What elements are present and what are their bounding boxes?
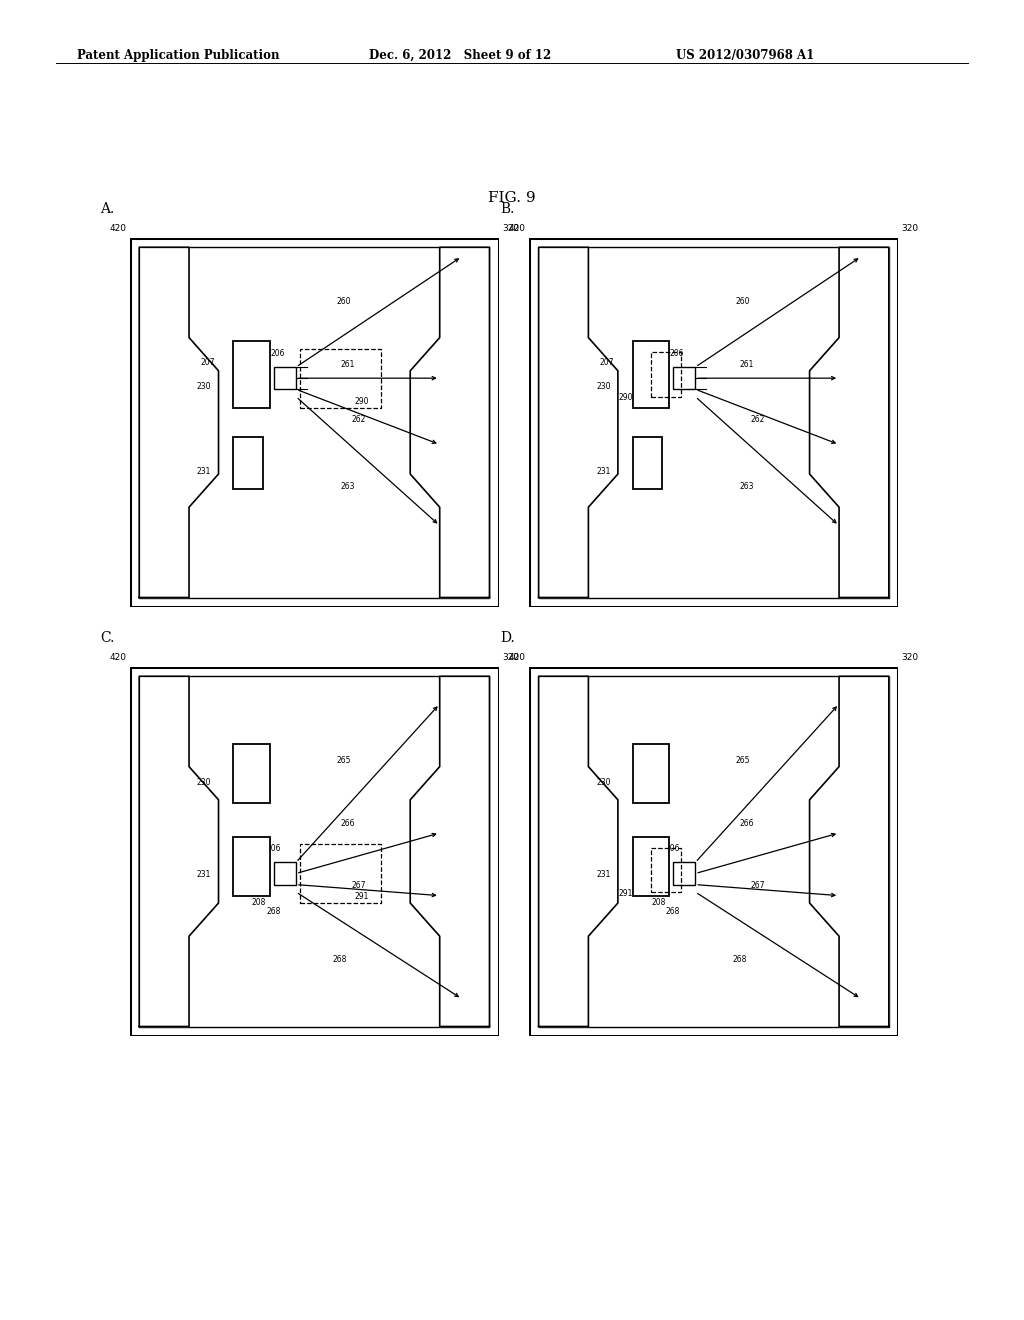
- Bar: [633, 744, 670, 804]
- Bar: [273, 862, 296, 884]
- Text: 320: 320: [503, 223, 519, 232]
- Text: 291: 291: [355, 892, 370, 902]
- Text: C.: C.: [100, 631, 115, 645]
- Text: 268: 268: [666, 907, 680, 916]
- Polygon shape: [810, 247, 889, 598]
- Polygon shape: [139, 247, 218, 598]
- Text: 261: 261: [340, 360, 354, 370]
- Text: 320: 320: [902, 652, 919, 661]
- Text: 207: 207: [201, 358, 215, 367]
- Polygon shape: [539, 676, 617, 1027]
- Text: 267: 267: [351, 882, 366, 890]
- Bar: [233, 342, 270, 408]
- Text: 268: 268: [732, 954, 746, 964]
- Polygon shape: [411, 676, 489, 1027]
- Text: 262: 262: [351, 416, 366, 425]
- Text: 206: 206: [266, 845, 281, 854]
- Text: D.: D.: [500, 631, 515, 645]
- Text: 290: 290: [355, 397, 370, 407]
- Text: 260: 260: [736, 297, 751, 306]
- Bar: [633, 342, 670, 408]
- Text: 230: 230: [596, 777, 610, 787]
- Text: 263: 263: [739, 482, 754, 491]
- Text: 231: 231: [596, 870, 610, 879]
- Bar: [300, 843, 381, 903]
- Text: 268: 268: [333, 954, 347, 964]
- Text: FIG. 9: FIG. 9: [488, 191, 536, 206]
- Text: 206: 206: [270, 348, 285, 358]
- Text: 208: 208: [651, 898, 666, 907]
- Text: 320: 320: [902, 223, 919, 232]
- Text: 265: 265: [736, 756, 751, 764]
- Text: 268: 268: [266, 907, 281, 916]
- Polygon shape: [411, 247, 489, 598]
- Bar: [233, 837, 270, 896]
- Text: 265: 265: [337, 756, 351, 764]
- Bar: [633, 437, 663, 488]
- Text: 231: 231: [596, 467, 610, 477]
- Text: Patent Application Publication: Patent Application Publication: [77, 49, 280, 62]
- Text: 207: 207: [600, 358, 614, 367]
- Text: 290: 290: [618, 393, 633, 403]
- Text: 262: 262: [751, 416, 765, 425]
- Polygon shape: [810, 676, 889, 1027]
- Text: 420: 420: [110, 652, 126, 661]
- Text: 260: 260: [337, 297, 351, 306]
- Text: 231: 231: [197, 870, 211, 879]
- Bar: [651, 352, 681, 396]
- Text: 230: 230: [596, 383, 610, 391]
- Bar: [651, 847, 681, 892]
- Text: 261: 261: [739, 360, 754, 370]
- Bar: [233, 744, 270, 804]
- Text: 208: 208: [252, 898, 266, 907]
- Text: 231: 231: [197, 467, 211, 477]
- Text: A.: A.: [100, 202, 115, 216]
- Bar: [673, 862, 695, 884]
- Text: 420: 420: [509, 652, 525, 661]
- Bar: [300, 348, 381, 408]
- Text: 266: 266: [739, 818, 754, 828]
- Text: 266: 266: [340, 818, 354, 828]
- Text: 263: 263: [340, 482, 354, 491]
- Bar: [273, 367, 296, 389]
- Polygon shape: [139, 676, 218, 1027]
- Bar: [673, 367, 695, 389]
- Text: 206: 206: [670, 348, 684, 358]
- Bar: [233, 437, 263, 488]
- Bar: [633, 837, 670, 896]
- Text: 206: 206: [666, 845, 680, 854]
- Text: 209: 209: [640, 888, 654, 898]
- Text: 291: 291: [618, 888, 633, 898]
- Text: B.: B.: [500, 202, 514, 216]
- Text: 230: 230: [197, 777, 211, 787]
- Text: 420: 420: [110, 223, 126, 232]
- Text: 320: 320: [503, 652, 519, 661]
- Polygon shape: [539, 247, 617, 598]
- Text: 209: 209: [241, 888, 255, 898]
- Text: US 2012/0307968 A1: US 2012/0307968 A1: [676, 49, 814, 62]
- Text: 420: 420: [509, 223, 525, 232]
- Text: Dec. 6, 2012   Sheet 9 of 12: Dec. 6, 2012 Sheet 9 of 12: [369, 49, 551, 62]
- Text: 267: 267: [751, 882, 765, 890]
- Text: 230: 230: [197, 383, 211, 391]
